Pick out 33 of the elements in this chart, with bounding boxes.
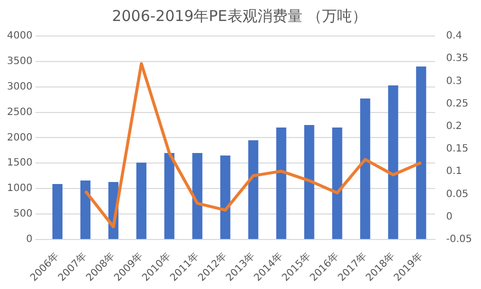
bar xyxy=(220,156,230,239)
y-tick-label: 1500 xyxy=(6,158,32,169)
y-tick-label: 3000 xyxy=(6,81,32,92)
bar xyxy=(164,152,174,239)
y2-tick-label: 0.05 xyxy=(446,188,468,200)
bar xyxy=(360,98,370,239)
y-tick-label: 2000 xyxy=(6,132,32,144)
bar xyxy=(80,180,90,239)
y2-tick-label: 0.35 xyxy=(446,53,468,64)
y2-tick-label: 0.1 xyxy=(446,166,462,178)
bar xyxy=(276,128,286,239)
bar xyxy=(388,85,398,239)
bar xyxy=(52,184,62,239)
y2-tick-label: 0.3 xyxy=(446,76,462,87)
bar xyxy=(136,162,146,239)
y2-tick-label: 0.4 xyxy=(446,30,462,42)
y2-tick-label: 0.2 xyxy=(446,121,462,132)
y-tick-label: 500 xyxy=(13,208,32,220)
y-tick-label: 4000 xyxy=(6,30,32,42)
bar xyxy=(304,125,314,239)
y-tick-label: 1000 xyxy=(6,183,32,194)
y2-tick-label: -0.05 xyxy=(446,234,472,246)
y-tick-label: 0 xyxy=(26,234,32,246)
y2-tick-label: 0.25 xyxy=(446,98,468,110)
bar xyxy=(192,152,202,239)
y-tick-label: 3500 xyxy=(6,56,32,68)
bar xyxy=(416,66,426,239)
chart-title: 2006-2019年PE表观消费量 （万吨） xyxy=(112,6,368,25)
bar xyxy=(332,128,342,239)
y-tick-label: 2500 xyxy=(6,106,32,118)
y2-tick-label: 0.15 xyxy=(446,144,468,155)
y2-tick-label: 0 xyxy=(446,211,452,222)
bar xyxy=(248,140,258,239)
